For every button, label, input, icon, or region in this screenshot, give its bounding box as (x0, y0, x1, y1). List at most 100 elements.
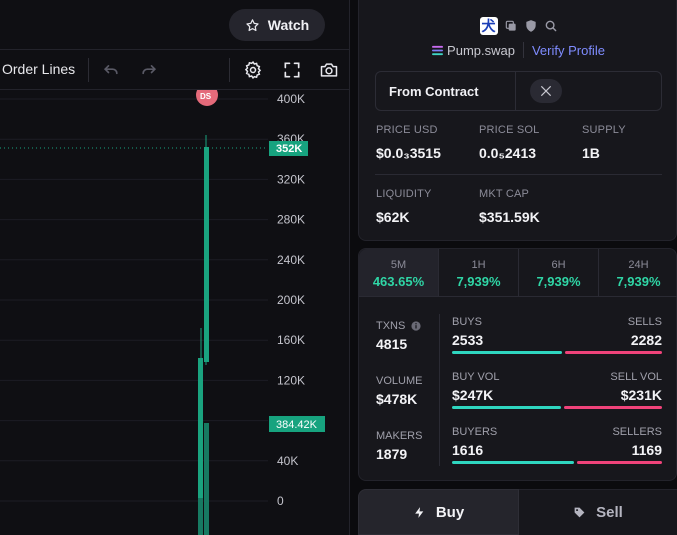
buyers-value: 1616 (452, 442, 484, 458)
supply-stat: SUPPLY 1B (582, 124, 626, 161)
timeframe-tabs: 5M 463.65% 1H 7,939% 6H 7,939% 24H 7,939… (359, 249, 677, 297)
price-sol-value: 0.0₅2413 (479, 145, 537, 161)
price-usd-value: $0.0₃3515 (376, 145, 441, 161)
txns-label-wrap: TXNS (376, 320, 421, 332)
price-usd-label: PRICE USD (376, 124, 438, 136)
tag-icon (574, 507, 585, 518)
chart-panel: Watch Order Lines 400K 360K 320K (0, 0, 350, 535)
price-sol-label: PRICE SOL (479, 124, 540, 136)
platform-row: Pump.swap Verify Profile (359, 42, 677, 58)
sells-bar (565, 351, 662, 354)
token-header: 犬 (359, 17, 677, 35)
tab-change: 7,939% (616, 274, 661, 289)
platform-name: Pump.swap (447, 42, 515, 58)
sellers-value: 1169 (631, 442, 662, 458)
toolbar-divider (88, 58, 89, 82)
buy-label: Buy (435, 503, 465, 521)
txns-label: TXNS (376, 320, 406, 332)
liquidity-stat: LIQUIDITY $62K (376, 188, 432, 225)
lightning-icon (414, 506, 424, 518)
watch-label: Watch (267, 17, 310, 33)
tab-24h[interactable]: 24H 7,939% (599, 249, 677, 296)
tab-label: 6H (551, 259, 566, 271)
tab-label: 1H (471, 259, 486, 271)
makers-value: 1879 (376, 446, 408, 462)
from-contract-button[interactable]: From Contract (376, 72, 516, 110)
order-lines-toggle[interactable]: Order Lines (2, 61, 76, 77)
y-tick-label: 320K (277, 172, 305, 186)
tab-change: 7,939% (456, 274, 501, 289)
shield-icon[interactable] (524, 19, 538, 33)
makers-label: MAKERS (376, 430, 423, 442)
sell-label: Sell (596, 504, 623, 521)
buy-vol-bar (452, 406, 561, 409)
sell-vol-bar (564, 406, 662, 409)
liquidity-value: $62K (376, 209, 410, 225)
copy-icon[interactable] (504, 19, 518, 33)
gear-icon[interactable] (242, 59, 264, 81)
volume-bar (204, 423, 209, 535)
price-tag (269, 141, 308, 156)
token-info-card: 犬 Pump.swap Verify Profile From Contract… (358, 0, 677, 241)
watch-button[interactable]: Watch (229, 9, 325, 41)
price-tag-label: 352K (276, 143, 302, 155)
y-tick-label: 160K (277, 333, 305, 347)
tab-change: 7,939% (536, 274, 581, 289)
tab-6h[interactable]: 6H 7,939% (519, 249, 599, 296)
trade-marker (196, 90, 218, 106)
buy-vol-label: BUY VOL (452, 371, 500, 383)
makers-row: MAKERS 1879 BUYERS 1616 SELLERS 1169 (359, 420, 677, 470)
volume-row: VOLUME $478K BUY VOL $247K SELL VOL $231… (359, 365, 677, 415)
buys-bar (452, 351, 562, 354)
info-icon[interactable] (411, 321, 421, 331)
contract-box: From Contract (375, 71, 662, 111)
y-tick-label: 280K (277, 213, 305, 227)
search-icon[interactable] (544, 19, 558, 33)
candle-body (198, 358, 203, 535)
supply-label: SUPPLY (582, 124, 626, 136)
txns-row: TXNS 4815 BUYS 2533 SELLS 2282 (359, 310, 677, 360)
star-icon (246, 18, 259, 31)
undo-icon[interactable] (100, 59, 122, 81)
mkt-cap-label: MKT CAP (479, 188, 530, 200)
mkt-cap-value: $351.59K (479, 209, 540, 225)
buys-value: 2533 (452, 332, 484, 348)
trade-marker-label: DS (200, 92, 212, 101)
toolbar-divider (229, 58, 230, 82)
tab-1h[interactable]: 1H 7,939% (439, 249, 519, 296)
fullscreen-icon[interactable] (281, 59, 303, 81)
verify-profile-link[interactable]: Verify Profile (531, 42, 605, 58)
camera-icon[interactable] (318, 59, 340, 81)
sellers-bar (577, 461, 662, 464)
y-tick-label: 0 (277, 494, 284, 508)
platform-link[interactable]: Pump.swap (432, 43, 515, 58)
candle-body (204, 147, 209, 362)
tab-5m[interactable]: 5M 463.65% (359, 249, 439, 296)
x-logo-icon (540, 85, 552, 97)
redo-icon[interactable] (138, 59, 160, 81)
sell-tab[interactable]: Sell (519, 489, 677, 535)
platform-divider (522, 42, 524, 58)
tab-label: 5M (390, 259, 407, 271)
chart-header: Watch (0, 0, 350, 50)
liquidity-label: LIQUIDITY (376, 188, 432, 200)
stats-divider (375, 174, 662, 175)
price-chart[interactable]: 400K360K320K280K240K200K160K120K80K40K0D… (0, 90, 350, 535)
sell-vol-label: SELL VOL (610, 371, 662, 383)
sell-vol-value: $231K (620, 387, 662, 403)
price-sol-stat: PRICE SOL 0.0₅2413 (479, 124, 540, 161)
chart-canvas: 400K360K320K280K240K200K160K120K80K40K0D… (0, 90, 325, 535)
y-tick-label: 240K (277, 253, 305, 267)
pump-logo-icon (432, 45, 444, 55)
x-social-button[interactable] (530, 79, 562, 103)
token-ticker: 犬 (479, 17, 498, 35)
y-tick-label: 200K (277, 293, 305, 307)
tab-change: 463.65% (372, 274, 425, 289)
buys-label: BUYS (452, 316, 482, 328)
price-usd-stat: PRICE USD $0.0₃3515 (376, 124, 441, 161)
stats-vertical-divider (439, 314, 440, 466)
volume-bar (198, 498, 203, 535)
sells-label: SELLS (627, 316, 662, 328)
buy-tab[interactable]: Buy (358, 489, 519, 535)
